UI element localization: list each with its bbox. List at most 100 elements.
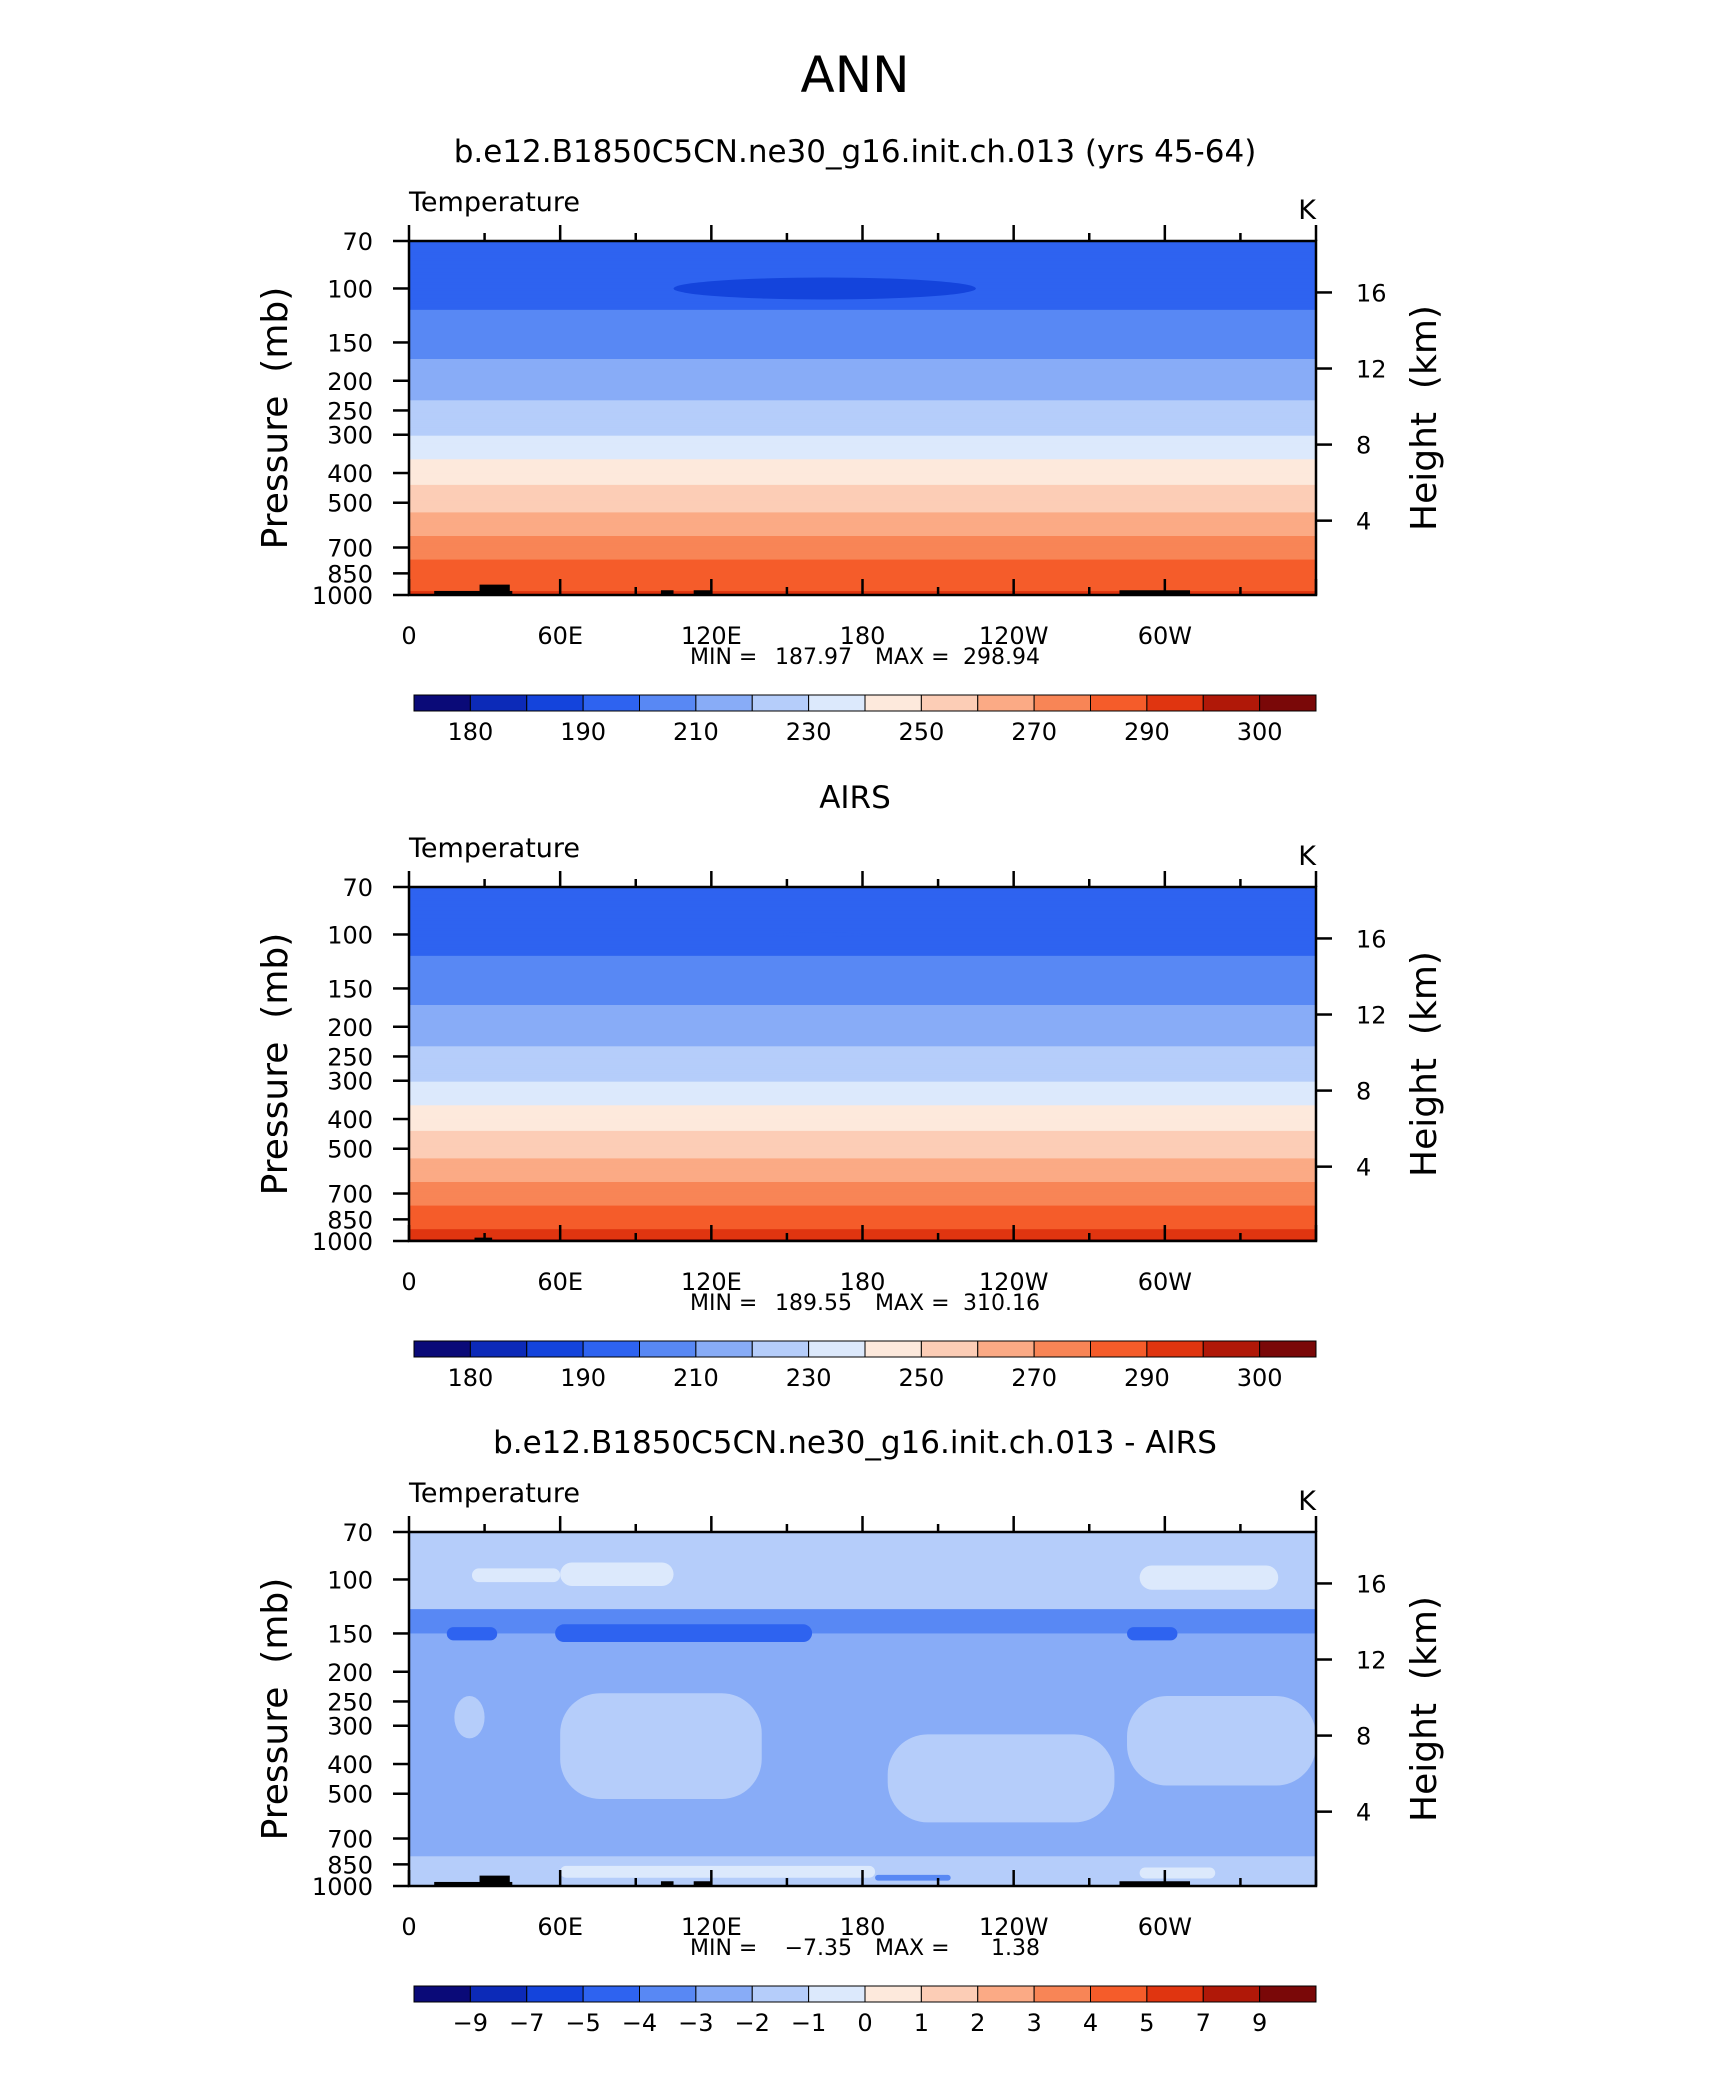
colorbar-box [582,694,640,712]
temperature-band [409,1168,1316,1171]
temperature-band [409,1126,1316,1130]
right-tick-label: 8 [1356,1723,1371,1751]
colorbar-box [1146,694,1204,712]
x-tick-label: 60E [537,1268,583,1296]
colorbar-label: −2 [735,2009,770,2037]
temperature-band [409,1130,1316,1134]
temperature-band [409,1042,1316,1046]
contour-field [409,1532,1316,1886]
topography-mask [1119,590,1191,595]
temperature-band [409,262,1316,266]
colorbar-label: 3 [1026,2009,1041,2037]
colorbar-label: −5 [565,2009,600,2037]
temperature-band [409,549,1316,553]
temperature-band [409,961,1316,965]
colorbar-label: 250 [898,1364,944,1392]
x-tick-label: 0 [401,1913,416,1941]
temperature-band [409,441,1316,445]
temperature-band [409,1105,1316,1109]
temperature-band [409,1154,1316,1158]
temperature-band [409,412,1316,415]
temperature-band [409,1052,1316,1055]
colorbar-label: 180 [447,718,493,746]
temperature-band [409,995,1316,998]
temperature-band [409,449,1316,453]
temperature-band [409,1166,1316,1170]
temperature-band [409,946,1316,949]
colorbar-label: −1 [791,2009,826,2037]
x-tick-label: 120E [681,1913,742,1941]
temperature-band [409,530,1316,533]
temperature-band [409,455,1316,459]
temperature-band [409,924,1316,928]
temperature-band [409,313,1316,317]
temperature-band [409,502,1316,506]
temperature-band [409,1062,1316,1065]
right-tick-label: 4 [1356,1154,1371,1182]
colorbar-label: 9 [1252,2009,1267,2037]
temperature-band [409,378,1316,382]
temperature-band [409,451,1316,455]
colorbar-label: 0 [857,2009,872,2037]
temperature-band [409,252,1316,256]
colorbar-label: 230 [786,1364,832,1392]
temperature-band [409,1071,1316,1075]
panel-title: b.e12.B1850C5CN.ne30_g16.init.ch.013 (yr… [454,134,1257,170]
temperature-band [409,516,1316,520]
temperature-band [409,258,1316,262]
temperature-band [409,1146,1316,1150]
temperature-band [409,920,1316,924]
temperature-band [409,266,1316,270]
temperature-band [409,1148,1316,1152]
temperature-band [409,940,1316,943]
temperature-band [409,1211,1316,1215]
temperature-band [409,1217,1316,1221]
colorbar-box [413,694,471,712]
temperature-band [409,317,1316,321]
temperature-band [409,1197,1316,1201]
temperature-band [409,534,1316,537]
temperature-band [409,541,1316,545]
colorbar-label: 250 [898,718,944,746]
temperature-band [409,918,1316,922]
temperature-band [409,1199,1316,1203]
colorbar-box [469,1340,528,1358]
temperature-band [409,888,1316,892]
temperature-band [409,1178,1316,1181]
temperature-band [409,547,1316,551]
temperature-band [409,508,1316,512]
temperature-band [409,423,1316,427]
temperature-band [409,997,1316,1000]
temperature-band [409,260,1316,264]
temperature-band [409,991,1316,994]
temperature-band [409,1024,1316,1028]
colorbar-box [864,1340,922,1358]
temperature-band [409,1081,1316,1085]
y-tick-label: 200 [327,1014,373,1042]
colorbar-label: 1 [914,2009,929,2037]
temperature-band [409,431,1316,435]
colorbar-label: 210 [673,1364,719,1392]
temperature-band [409,1018,1316,1022]
temperature-band [409,1060,1316,1063]
difference-region [454,1696,485,1739]
temperature-band [409,536,1316,539]
units-label: K [1298,195,1317,226]
colorbar-box [695,1340,753,1358]
temperature-band [409,1040,1316,1044]
temperature-band [409,467,1316,470]
temperature-band [409,392,1316,396]
variable-label: Temperature [408,1478,580,1509]
temperature-band [409,461,1316,465]
temperature-band [409,957,1316,961]
temperature-band [409,300,1316,303]
temperature-band [409,1050,1316,1053]
temperature-band [409,908,1316,912]
y-tick-label: 700 [327,1826,373,1854]
colorbar-box [413,1985,471,2003]
temperature-band [409,305,1316,309]
temperature-band [409,357,1316,360]
temperature-band [409,967,1316,971]
colorbar-box [920,1340,979,1358]
temperature-band [409,319,1316,323]
